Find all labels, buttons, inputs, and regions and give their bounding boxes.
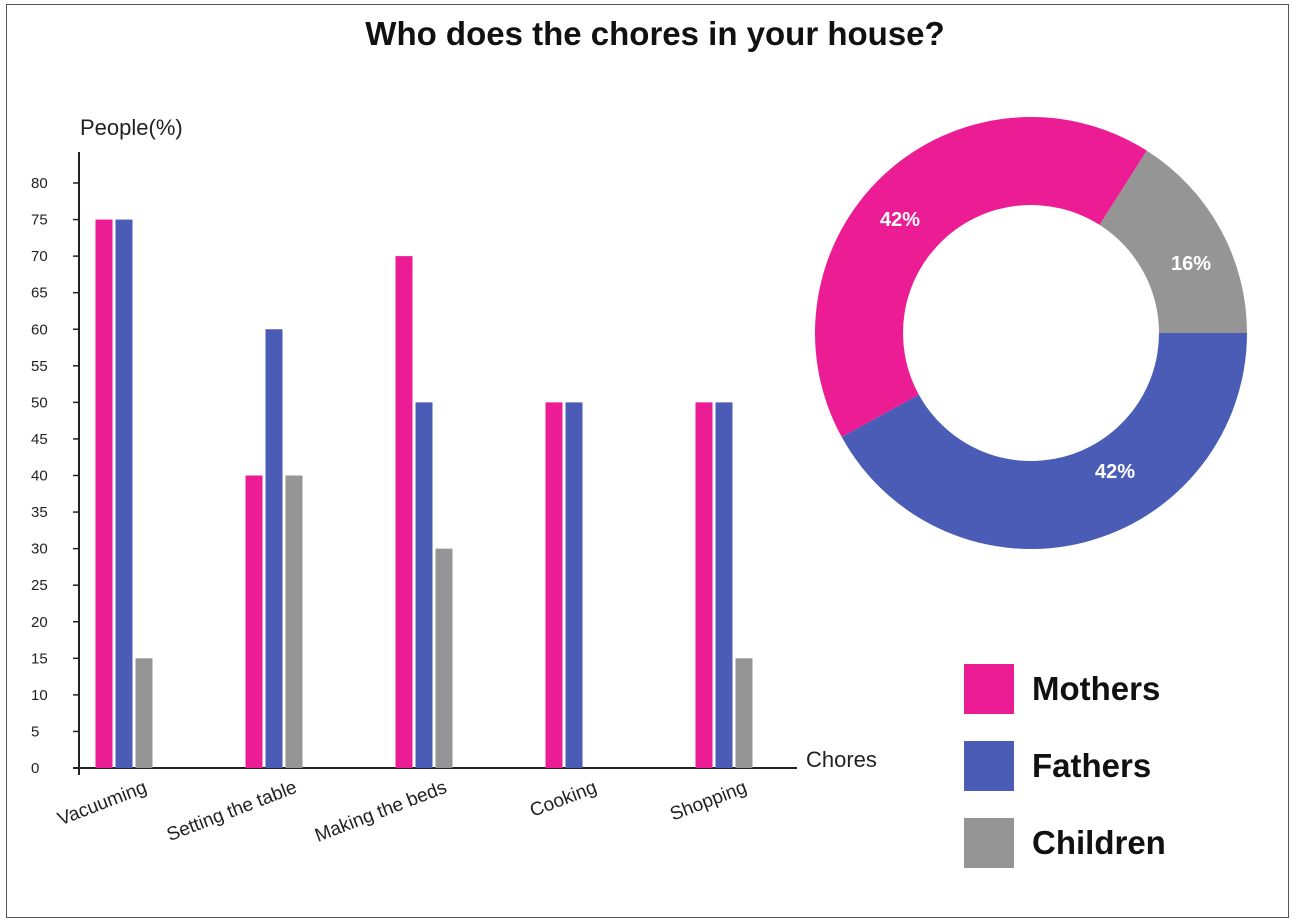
y-tick-label: 5 [31,723,39,740]
legend-swatch-children [964,818,1014,868]
bar-fathers-0 [115,219,133,768]
y-tick-label: 55 [31,358,48,375]
donut-chart: 42% 42% 16% [815,116,1247,549]
bar-mothers-3 [545,402,563,768]
bar-mothers-2 [395,256,413,768]
bar-children-2 [435,548,453,768]
donut-slice-mothers [815,116,1147,438]
y-tick-label: 10 [31,687,48,704]
y-tick-label: 50 [31,394,48,411]
legend-label-fathers: Fathers [1032,747,1151,784]
y-tick-label: 45 [31,431,48,448]
donut-slice-fathers [841,333,1247,549]
bar-mothers-0 [95,219,113,768]
bar-fathers-3 [565,402,583,768]
category-label: Shopping [667,777,749,825]
y-tick-label: 20 [31,614,48,631]
legend-label-mothers: Mothers [1032,670,1160,707]
y-tick-label: 40 [31,468,48,485]
legend-swatch-fathers [964,741,1014,791]
bar-mothers-1 [245,475,263,768]
donut-label-children: 16% [1171,253,1211,275]
y-tick-label: 80 [31,175,48,192]
bars [95,219,753,768]
donut-label-fathers: 42% [1095,461,1135,483]
y-tick-label: 65 [31,285,48,302]
bar-fathers-1 [265,329,283,768]
y-tick-label: 35 [31,504,48,521]
category-label: Making the beds [312,777,450,847]
bar-fathers-4 [715,402,733,768]
bar-mothers-4 [695,402,713,768]
legend: Mothers Fathers Children [964,664,1166,868]
donut-slice-children [1099,150,1247,333]
legend-label-children: Children [1032,824,1166,861]
y-tick-label: 60 [31,321,48,338]
category-label: Setting the table [164,777,300,846]
y-tick-label: 70 [31,248,48,265]
y-tick-label: 25 [31,577,48,594]
bar-children-4 [735,658,753,768]
category-label: Vacuuming [55,777,150,830]
y-tick-label: 30 [31,541,48,558]
bar-children-0 [135,658,153,768]
bar-children-1 [285,475,303,768]
bar-fathers-2 [415,402,433,768]
y-tick-label: 0 [31,760,39,777]
x-axis-label: Chores [806,747,877,772]
chart-title: Who does the chores in your house? [365,15,944,52]
donut-label-mothers: 42% [880,209,920,231]
category-label: Cooking [527,777,600,822]
legend-swatch-mothers [964,664,1014,714]
bar-chart: People(%) Chores 0 5 10 15 20 25 30 35 40 45 50 55 6… [31,115,877,847]
y-tick-label: 15 [31,650,48,667]
y-ticks: 0 5 10 15 20 25 30 35 40 45 50 55 60 65 70 75 80 [31,175,79,777]
y-tick-label: 75 [31,212,48,229]
category-labels: Vacuuming Setting the table Making the bed… [55,777,750,847]
y-axis-label: People(%) [80,115,183,140]
